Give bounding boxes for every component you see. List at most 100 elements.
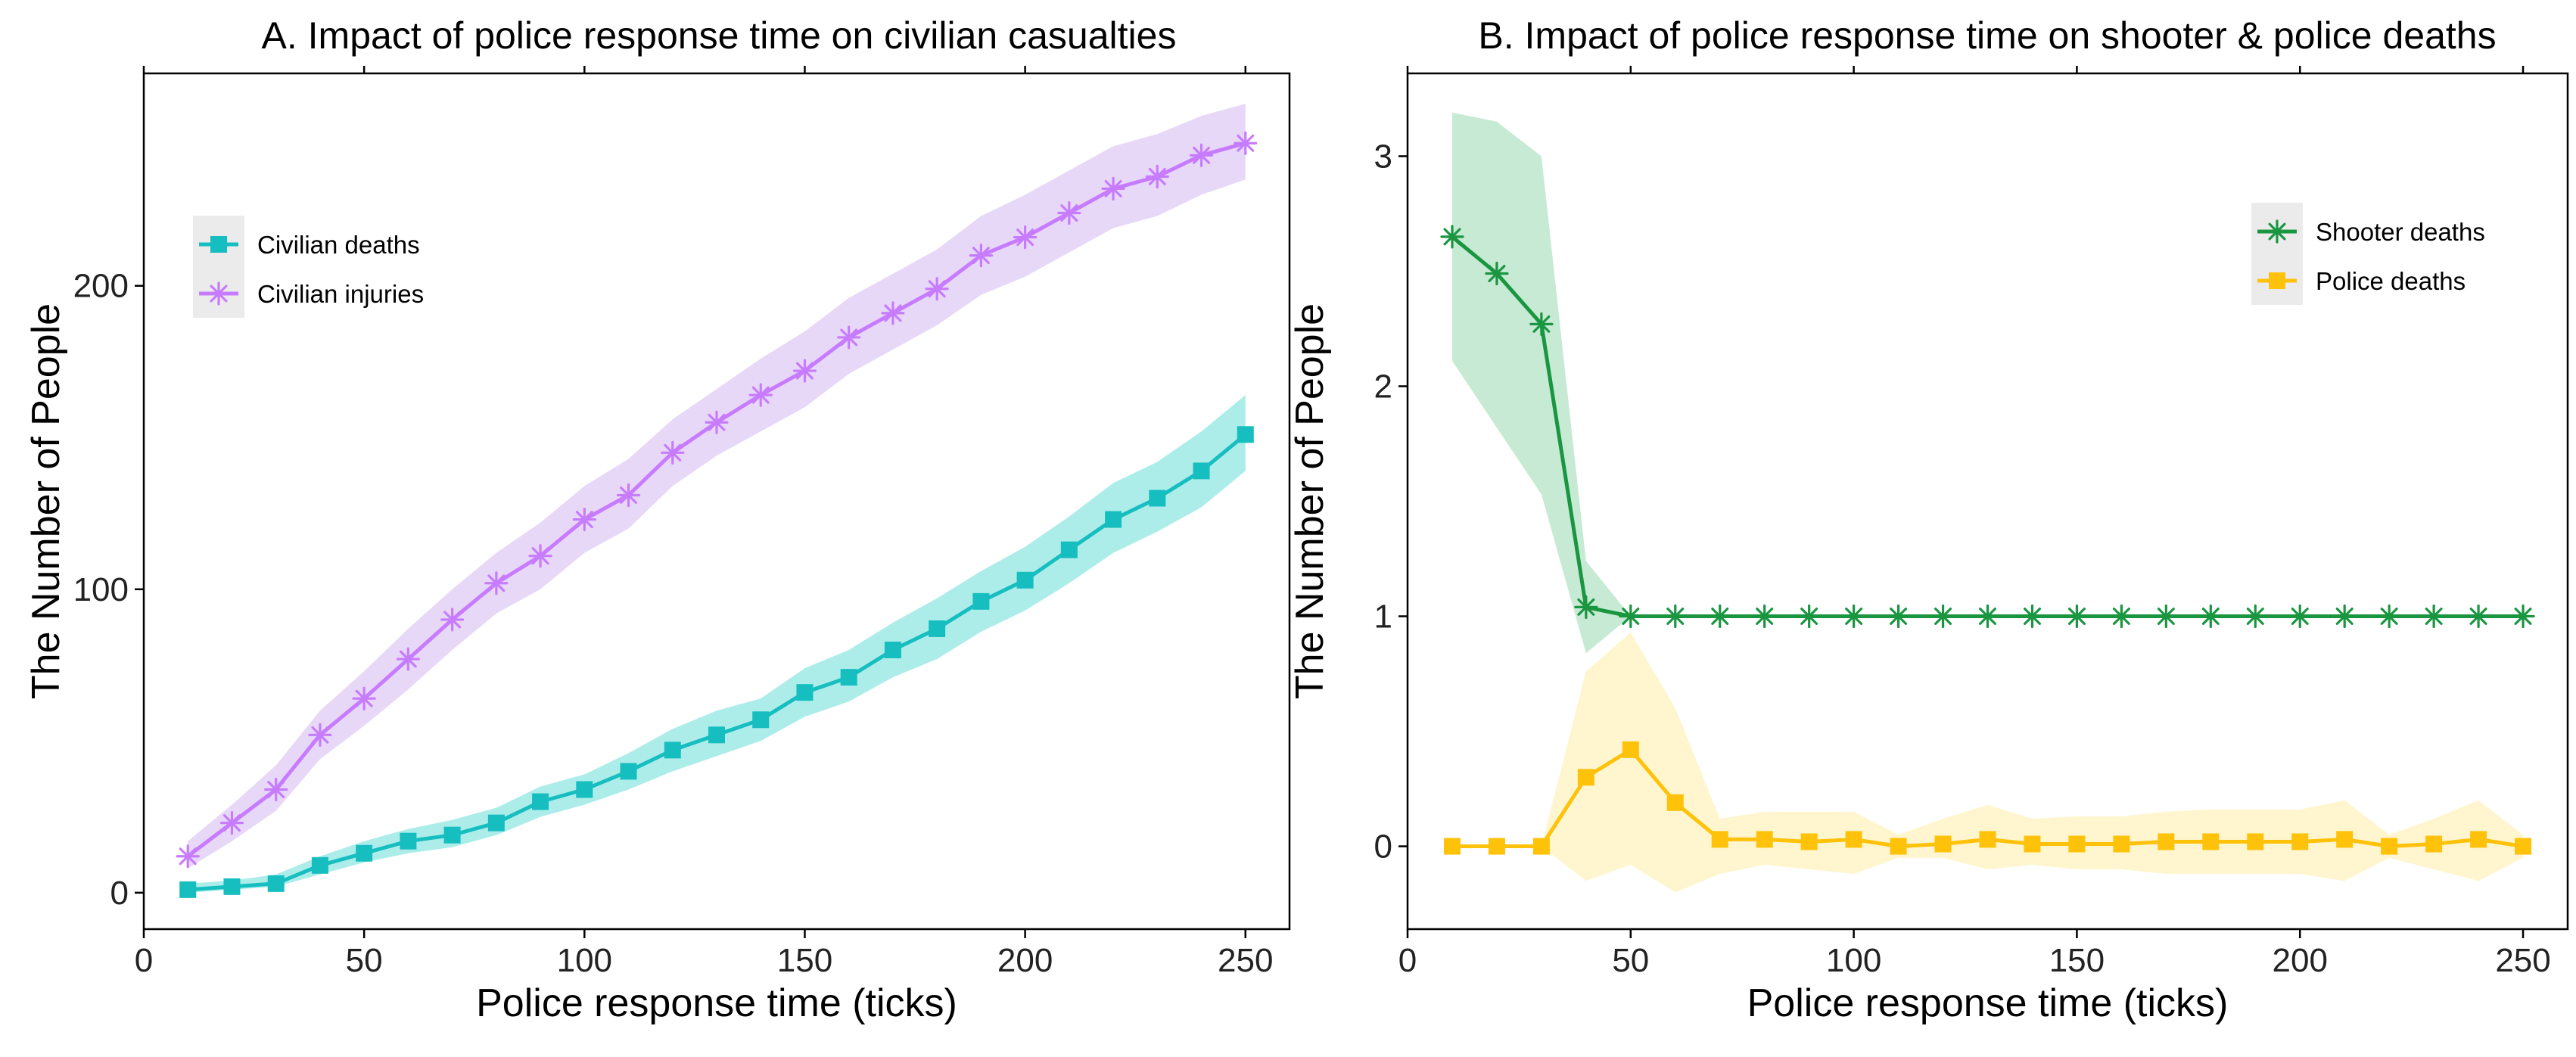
data-point-a-1-6 [440, 608, 465, 632]
data-point-a-1-11 [661, 440, 685, 465]
data-point-a-1-18 [969, 244, 993, 268]
data-point-a-0-24 [1237, 426, 1254, 443]
data-point-b-0-16 [2154, 604, 2178, 629]
data-point-b-1-11 [1934, 835, 1952, 853]
data-point-a-0-3 [311, 856, 328, 874]
y-axis-label-a: The Number of People [24, 303, 68, 699]
data-point-b-1-13 [2024, 835, 2041, 853]
data-point-b-1-22 [2425, 835, 2443, 853]
data-point-b-0-4 [1619, 604, 1643, 629]
data-point-b-0-10 [1886, 604, 1911, 629]
data-point-a-1-16 [881, 301, 905, 325]
data-point-b-1-7 [1756, 831, 1773, 848]
data-point-a-1-20 [1057, 201, 1081, 225]
legend-marker-a-0 [210, 236, 227, 253]
data-point-b-0-0 [1440, 225, 1464, 249]
legend-label-b-0: Shooter deaths [2316, 218, 2485, 246]
data-point-b-0-1 [1485, 261, 1509, 286]
x-tick-label-a-2: 100 [557, 942, 612, 979]
data-point-a-1-12 [705, 410, 729, 434]
x-tick-label-b-0: 0 [1398, 942, 1417, 979]
data-point-b-0-8 [1797, 604, 1822, 629]
data-point-b-0-2 [1529, 312, 1554, 336]
data-point-b-1-6 [1711, 831, 1728, 848]
data-point-a-0-17 [929, 620, 946, 637]
x-tick-label-a-4: 200 [997, 942, 1053, 979]
x-tick-label-a-5: 250 [1218, 942, 1273, 979]
x-tick-label-b-3: 150 [2049, 942, 2105, 979]
legend-marker-b-0 [2265, 219, 2289, 244]
data-point-a-0-20 [1060, 541, 1078, 558]
data-point-a-1-14 [792, 359, 817, 383]
x-tick-label-b-5: 250 [2495, 942, 2550, 979]
x-axis-label-a: Police response time (ticks) [476, 981, 957, 1025]
data-point-b-1-3 [1577, 769, 1594, 786]
y-tick-label-a-1: 100 [73, 571, 129, 608]
x-tick-label-a-1: 50 [346, 942, 383, 979]
data-point-a-1-17 [925, 277, 949, 301]
series-band-a-1 [188, 104, 1246, 869]
data-point-a-1-1 [219, 811, 244, 835]
data-point-b-1-1 [1488, 838, 1505, 855]
data-point-b-1-5 [1666, 794, 1684, 811]
data-point-b-0-22 [2422, 604, 2446, 629]
data-point-a-0-6 [443, 826, 461, 844]
plot-area-a [176, 104, 1258, 898]
y-tick-label-b-0: 0 [1374, 829, 1392, 866]
x-tick-label-b-4: 200 [2273, 942, 2328, 979]
chart-title-b: B. Impact of police response time on sho… [1478, 14, 2496, 57]
data-point-b-1-4 [1622, 741, 1639, 758]
data-point-b-0-11 [1930, 604, 1955, 629]
y-tick-label-b-2: 2 [1374, 368, 1392, 405]
data-point-a-1-10 [616, 483, 641, 508]
data-point-b-1-16 [2158, 833, 2175, 850]
data-point-b-0-3 [1574, 595, 1598, 619]
legend-key-background-b [2251, 203, 2303, 305]
data-point-b-1-17 [2202, 833, 2220, 850]
data-point-b-1-15 [2113, 835, 2130, 853]
data-point-b-0-20 [2332, 604, 2357, 629]
data-point-a-0-15 [840, 669, 857, 686]
plot-area-b [1440, 112, 2535, 893]
y-tick-label-a-0: 0 [110, 875, 129, 912]
data-point-a-0-16 [884, 642, 901, 659]
data-point-b-1-14 [2068, 835, 2086, 853]
data-point-b-0-14 [2064, 604, 2089, 629]
series-line-a-0 [188, 433, 1247, 892]
data-point-b-0-5 [1663, 604, 1688, 629]
data-point-a-0-1 [223, 878, 241, 895]
data-point-b-1-21 [2381, 838, 2398, 855]
data-point-b-0-18 [2243, 604, 2267, 629]
data-point-a-0-8 [532, 793, 549, 810]
data-point-a-0-14 [796, 684, 814, 701]
data-point-a-1-21 [1101, 176, 1125, 201]
chart-panel-b: B. Impact of police response time on sho… [1288, 14, 2569, 1025]
data-point-a-0-2 [267, 875, 285, 892]
data-point-a-1-15 [837, 325, 861, 350]
data-point-b-0-12 [1975, 604, 2000, 629]
data-point-b-0-15 [2109, 604, 2133, 629]
data-point-b-0-19 [2288, 604, 2312, 629]
data-point-a-0-19 [1016, 571, 1034, 589]
data-point-a-1-0 [176, 844, 200, 869]
data-point-a-1-22 [1145, 164, 1169, 188]
data-point-b-1-2 [1532, 838, 1550, 855]
data-point-b-0-24 [2511, 604, 2535, 629]
data-point-b-0-17 [2198, 604, 2223, 629]
data-point-b-1-0 [1443, 838, 1461, 855]
plot-frame-a [142, 72, 1291, 931]
chart-title-a: A. Impact of police response time on civ… [262, 14, 1177, 57]
data-point-a-1-2 [264, 777, 288, 802]
data-point-a-0-18 [972, 592, 990, 610]
data-point-b-0-6 [1708, 604, 1732, 629]
data-point-a-1-3 [308, 723, 332, 747]
data-point-b-1-18 [2247, 833, 2264, 850]
data-point-a-0-22 [1149, 490, 1166, 507]
data-point-a-0-5 [400, 832, 417, 850]
x-tick-label-b-1: 50 [1612, 942, 1649, 979]
data-point-b-1-24 [2515, 838, 2532, 855]
data-point-b-1-23 [2470, 831, 2487, 848]
data-point-a-0-0 [179, 881, 197, 898]
